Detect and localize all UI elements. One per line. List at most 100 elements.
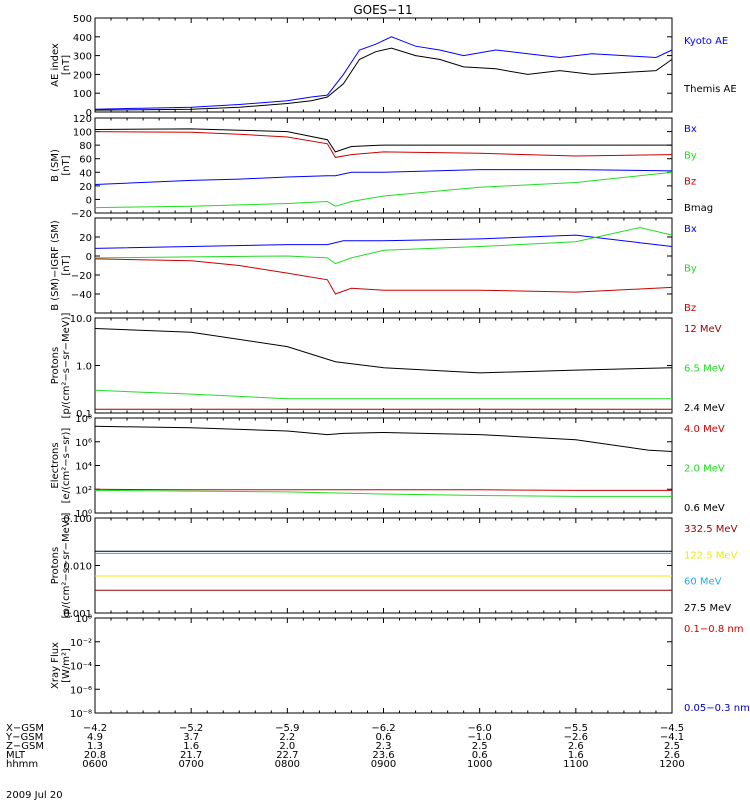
date-label: 2009 Jul 20 <box>6 790 63 800</box>
y-tick-label: 0.1 <box>76 409 92 420</box>
chart-title: GOES−11 <box>353 3 412 17</box>
legend-label: 12 MeV <box>684 324 722 335</box>
y-tick-label: 120 <box>73 114 92 125</box>
row-value: 2.5 <box>664 741 680 752</box>
legend-label: 27.5 MeV <box>684 603 731 614</box>
y-tick-label: 10⁰ <box>75 509 92 520</box>
panel-0: 0 100 200 300 400 500 AE index [nT] Kyoto AE Them… <box>50 14 737 119</box>
y-axis-label: Protons <box>50 547 61 584</box>
row-value: −6.0 <box>468 723 492 734</box>
row-value: 0600 <box>82 759 107 770</box>
row-value: 23.6 <box>372 750 394 761</box>
row-value: 0800 <box>275 759 300 770</box>
legend-label: 332.5 MeV <box>684 524 738 535</box>
legend-label: 0.6 MeV <box>684 503 725 514</box>
series-line-red <box>94 258 673 295</box>
series-line-kyoto-ae <box>94 36 673 110</box>
panel-frame <box>94 17 673 113</box>
y-axis-label: AE index <box>50 43 61 87</box>
legend-label: Bz <box>684 303 696 314</box>
row-value: 20.8 <box>84 750 106 761</box>
legend-label: Kyoto AE <box>684 36 728 47</box>
panel-frame <box>94 517 673 614</box>
panel-1: −20 0 20 40 60 80 100 120 B (SM) [nT] Bx By Bz Bmag <box>50 114 713 220</box>
row-label: Y−GSM <box>5 732 43 743</box>
y-tick-label: 10⁴ <box>75 462 92 473</box>
y-tick-label: 80 <box>79 141 92 152</box>
row-value: 1.6 <box>183 741 199 752</box>
row-value: 1200 <box>659 759 684 770</box>
row-value: 22.7 <box>276 750 298 761</box>
legend-label: 2.4 MeV <box>684 403 725 414</box>
row-value: −1.0 <box>468 732 492 743</box>
y-tick-label: 100 <box>73 89 92 100</box>
row-value: 3.7 <box>183 732 199 743</box>
panel-frame <box>94 617 673 714</box>
y-tick-label: 20 <box>79 182 92 193</box>
row-value: 0.6 <box>472 750 488 761</box>
y-axis-label: Xray Flux <box>50 642 61 689</box>
row-label: MLT <box>6 750 26 761</box>
series-line-black <box>94 425 673 452</box>
y-tick-label: 0.010 <box>63 562 92 573</box>
panel-5: 0.001 0.010 0.100 Protons [p/(cm²−s−sr−MeV)]… <box>50 512 738 620</box>
legend-label: By <box>684 264 697 275</box>
y-tick-label: 200 <box>73 70 92 81</box>
y-tick-label: 500 <box>73 14 92 25</box>
legend-label: Bz <box>684 177 696 188</box>
series-line-themis-ae <box>94 47 673 111</box>
y-axis-label: Protons <box>50 347 61 384</box>
row-value: −6.2 <box>371 723 395 734</box>
y-tick-label: 10⁰ <box>75 614 92 625</box>
legend-label: Bx <box>684 124 697 135</box>
y-tick-label: 40 <box>79 168 92 179</box>
row-label: Z−GSM <box>6 741 44 752</box>
y-tick-label: 100 <box>73 128 92 139</box>
row-value: 1000 <box>467 759 492 770</box>
row-value: −2.6 <box>564 732 588 743</box>
legend-label: 0.05−0.3 nm <box>684 703 750 714</box>
row-value: 2.6 <box>664 750 680 761</box>
row-value: 2.0 <box>279 741 295 752</box>
row-value: 0700 <box>178 759 203 770</box>
series-line-green <box>94 489 672 497</box>
row-value: 1.6 <box>568 750 584 761</box>
series-line-red <box>94 488 672 491</box>
y-tick-label: 10⁻⁴ <box>70 662 92 673</box>
legend-label: 2.0 MeV <box>684 464 725 475</box>
y-tick-label: 0.100 <box>63 514 92 525</box>
y-tick-label: 0 <box>86 252 92 263</box>
y-tick-label: 10⁻⁶ <box>70 685 92 696</box>
row-value: 2.5 <box>472 741 488 752</box>
y-tick-label: 60 <box>79 155 92 166</box>
y-axis-label: [nT] <box>61 255 72 275</box>
row-value: 2.3 <box>376 741 392 752</box>
y-axis-label: B (SM) <box>50 149 61 182</box>
series-line-green <box>94 171 673 209</box>
legend-label: By <box>684 150 697 161</box>
row-value: 1100 <box>563 759 588 770</box>
y-axis-label: [nT] <box>61 55 72 75</box>
y-axis-label: [nT] <box>61 155 72 175</box>
panel-6: 10⁻⁸ 10⁻⁶ 10⁻⁴ 10⁻² 10⁰ Xray Flux [W/m²] 0.1−0.… <box>50 614 750 720</box>
y-tick-label: −20 <box>71 271 92 282</box>
legend-label: Themis AE <box>683 84 737 95</box>
y-axis-label: B (SM)−IGRF (SM) <box>50 220 61 311</box>
row-value: 0900 <box>371 759 396 770</box>
row-value: 2.6 <box>568 741 584 752</box>
row-value: −4.1 <box>660 732 684 743</box>
panel-frame <box>94 217 673 314</box>
panel-3: 0.1 1.0 10.0 Protons [p/(cm²−s−sr−MeV)] 12 Me… <box>50 312 725 420</box>
y-tick-label: 10⁻⁸ <box>70 709 92 720</box>
y-axis-label: [p/(cm²−s−sr−MeV)] <box>61 512 72 618</box>
y-axis-label: [e/(cm²−s−sr)] <box>61 428 72 504</box>
y-tick-label: −20 <box>71 209 92 220</box>
y-tick-label: 1.0 <box>76 362 92 373</box>
row-value: 4.9 <box>87 732 103 743</box>
row-label: hhmm <box>6 759 38 770</box>
y-axis-label: [p/(cm²−s−sr−MeV)] <box>61 312 72 418</box>
row-value: −5.9 <box>275 723 299 734</box>
row-label: X−GSM <box>6 723 44 734</box>
y-tick-label: −40 <box>71 290 92 301</box>
